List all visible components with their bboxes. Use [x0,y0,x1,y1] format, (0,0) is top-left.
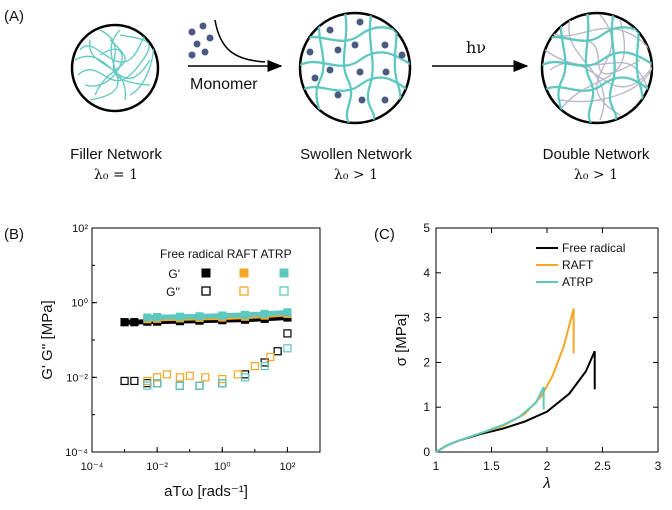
series-line-raft [435,308,575,453]
y-axis-label: σ [MPa] [393,314,410,367]
data-point-raft-g-- [266,352,275,362]
y-tick-label: 0 [423,445,430,459]
x-tick-label: 1 [433,459,440,473]
data-point-atrp-g- [240,310,250,320]
legend-label: RAFT [562,258,594,272]
diffusion-curve [214,19,266,63]
x-tick-label: 10² [279,461,295,473]
legend-header: Free radical RAFT ATRP [160,247,292,261]
data-point-raft-g-- [162,370,172,379]
legend-marker-open [239,286,249,296]
data-point-free-radical-g-- [143,379,152,388]
y-tick-label: 10⁻² [66,372,88,384]
data-point-raft-g-- [250,361,259,371]
data-point-raft-g-- [175,373,185,382]
x-tick-label: 2 [544,459,551,473]
data-point-free-radical-g-- [273,347,282,356]
data-point-atrp-g-- [175,381,185,390]
data-point-atrp-g- [143,313,152,322]
swollen-network-sphere [298,11,412,125]
rheology-chart: 10⁻⁴ 10⁻² 10⁰ 10² 10⁻⁴ 10⁻² 10⁰ 10² aTω [rads⁻¹]… [39,223,321,500]
x-axis-label: aTω [rads⁻¹] [164,483,248,500]
x-tick-label: 1.5 [483,459,500,473]
stage-2-lambda: λ₀ > 1 [333,167,379,183]
data-point-atrp-g- [283,308,292,317]
series-line-free-radical [435,350,596,453]
data-point-free-radical-g- [120,318,129,327]
data-point-raft-g-- [143,376,152,386]
data-point-atrp-g- [153,313,162,322]
x-tick-label: 10⁻⁴ [81,461,104,473]
data-point-atrp-g-- [218,379,227,388]
x-tick-label: 2.5 [594,459,611,473]
data-point-free-radical-g-- [195,381,204,390]
panel-a-illustration [70,11,654,125]
data-point-free-radical-g- [130,318,139,327]
data-point-atrp-g- [260,309,269,319]
data-point-free-radical-g-- [120,376,129,386]
y-tick-label: 10² [72,223,88,235]
legend-marker-open [279,286,289,296]
data-point-raft-g-- [153,373,162,382]
y-tick-label: 10⁰ [71,298,88,310]
double-network-sphere [540,11,654,125]
monomer-dots [188,22,214,59]
data-point-raft-g-- [233,370,242,379]
data-point-atrp-g- [218,311,227,320]
panel-a-label: (A) [4,8,24,25]
legend-marker-filled [279,268,289,278]
filler-network-sphere [70,23,160,113]
x-tick-label: 3 [655,459,662,473]
data-point-free-radical-g-- [283,329,292,338]
y-tick-label: 4 [423,266,430,280]
legend-label: Free radical [562,241,625,255]
plot-frame [91,227,321,453]
data-point-atrp-g- [175,312,185,321]
data-point-raft-g-- [201,373,210,382]
legend-row-label: G'' [166,285,180,299]
plot-frame [435,227,659,453]
y-tick-label: 1 [423,400,430,414]
data-point-atrp-g-- [143,381,152,390]
data-point-free-radical-g-- [175,381,185,390]
y-tick-label: 2 [423,355,430,369]
stage-3-lambda: λ₀ > 1 [573,167,619,183]
data-point-atrp-g-- [283,344,292,353]
legend-label: ATRP [562,275,593,289]
stage-2-name: Swollen Network [300,146,412,163]
series-line-free-radical-g- [124,315,288,325]
stage-1-name: Filler Network [70,146,162,163]
x-tick-label: 10⁰ [214,461,231,473]
y-tick-label: 5 [423,221,430,235]
y-axis-label: G' G'' [MPa] [39,300,56,379]
monomer-label: Monomer [190,76,258,93]
data-point-atrp-g-- [260,361,269,371]
legend-marker-open [201,286,211,296]
series-line-atrp [435,386,545,453]
stage-3-name: Double Network [542,146,650,163]
data-point-raft-g-- [185,371,194,380]
data-point-free-radical-g-- [130,376,139,386]
legend-marker-filled [201,268,211,278]
legend-marker-filled [239,268,249,278]
y-tick-label: 3 [423,311,430,325]
hv-label: hν [466,38,487,57]
x-tick-label: 10⁻² [146,461,168,473]
data-point-atrp-g- [195,312,204,321]
legend-row-label: G' [168,267,180,281]
y-tick-label: 10⁻⁴ [65,447,88,459]
panel-b-label: (B) [4,226,24,243]
panel-c-label: (C) [374,226,395,243]
stage-1-lambda: λ₀ = 1 [93,167,139,183]
x-axis-label: λ [542,475,550,492]
data-point-atrp-g-- [153,379,162,388]
data-point-atrp-g-- [240,373,250,382]
data-point-atrp-g-- [195,381,204,390]
